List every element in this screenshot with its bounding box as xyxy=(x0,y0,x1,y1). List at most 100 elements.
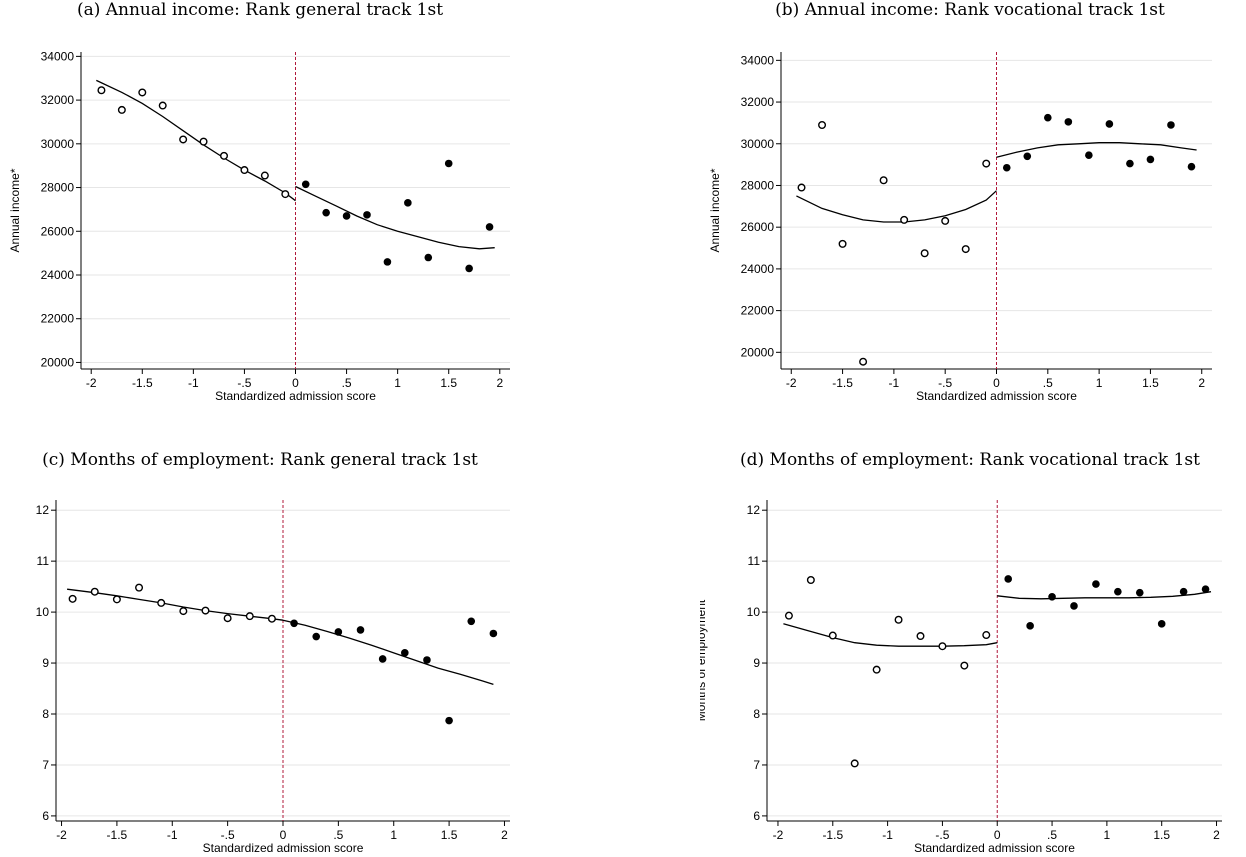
x-tick-label: .5 xyxy=(1043,376,1053,390)
y-tick-label: 24000 xyxy=(41,268,75,282)
y-tick-label: 22000 xyxy=(41,312,75,326)
scatter-plot-a: 20000 22000 24000 26000 28000 30000 32000 34000… xyxy=(8,49,510,403)
data-point-below-cutoff xyxy=(68,594,77,603)
y-tick-label: 24000 xyxy=(741,262,775,276)
x-tick-label: 1.5 xyxy=(441,828,458,842)
data-point-below-cutoff xyxy=(828,631,837,640)
x-axis-label: Standardized admission score xyxy=(914,841,1075,855)
x-tick-label: -1.5 xyxy=(132,376,153,390)
fit-line-above-cutoff xyxy=(295,185,495,250)
data-point-above-cutoff xyxy=(1004,575,1013,583)
y-axis-label: Annual income* xyxy=(8,168,22,252)
y-tick-label: 9 xyxy=(42,656,49,670)
y-tick-label: 30000 xyxy=(741,137,775,151)
y-tick-label: 8 xyxy=(753,707,760,721)
data-point-above-cutoff xyxy=(401,649,409,657)
data-point-above-cutoff xyxy=(334,628,343,636)
data-point-below-cutoff xyxy=(201,606,210,615)
chart-panel-a: (a) Annual income: Rank general track 1s… xyxy=(0,0,520,420)
data-point-below-cutoff xyxy=(920,249,929,258)
y-tick-label: 26000 xyxy=(41,224,75,238)
data-point-below-cutoff xyxy=(90,587,99,596)
data-point-above-cutoff xyxy=(1064,118,1073,126)
data-point-below-cutoff xyxy=(982,159,991,168)
y-tick-label: 6 xyxy=(753,809,760,823)
x-tick-label: 1.5 xyxy=(440,376,457,390)
x-tick-label: -.5 xyxy=(221,828,235,842)
data-point-below-cutoff xyxy=(784,611,793,620)
x-tick-label: 1 xyxy=(1096,376,1103,390)
data-point-below-cutoff xyxy=(157,598,166,607)
data-point-below-cutoff xyxy=(900,215,909,224)
x-tick-label: -2 xyxy=(86,376,97,390)
y-tick-label: 34000 xyxy=(41,49,75,63)
x-tick-label: 1 xyxy=(390,828,397,842)
data-point-above-cutoff xyxy=(342,212,351,220)
data-point-above-cutoff xyxy=(1179,587,1188,596)
data-point-below-cutoff xyxy=(961,245,970,254)
data-point-above-cutoff xyxy=(383,258,392,266)
y-axis-label: Months of employment xyxy=(700,599,708,721)
data-point-below-cutoff xyxy=(97,86,106,95)
data-point-below-cutoff xyxy=(850,759,859,768)
data-point-below-cutoff xyxy=(872,665,881,674)
data-point-below-cutoff xyxy=(117,105,126,114)
y-axis-label: Annual income* xyxy=(708,168,722,252)
x-tick-label: -.5 xyxy=(237,376,251,390)
x-tick-label: 2 xyxy=(1198,376,1205,390)
data-point-above-cutoff xyxy=(423,656,431,664)
y-tick-label: 10 xyxy=(747,605,761,619)
data-point-above-cutoff xyxy=(290,619,298,628)
data-point-above-cutoff xyxy=(301,180,310,189)
data-point-below-cutoff xyxy=(199,137,208,146)
chart-panel-c: (c) Months of employment: Rank general t… xyxy=(0,450,520,857)
fit-line-below-cutoff xyxy=(783,623,998,647)
y-tick-label: 32000 xyxy=(741,95,775,109)
data-point-below-cutoff xyxy=(158,101,167,110)
fit-line-above-cutoff xyxy=(997,591,1212,600)
x-tick-label: -2 xyxy=(773,828,784,842)
fit-line-below-cutoff xyxy=(796,190,997,223)
y-tick-label: 11 xyxy=(748,554,761,568)
chart-panel-d: (d) Months of employment: Rank vocationa… xyxy=(700,450,1240,857)
data-point-below-cutoff xyxy=(894,615,903,624)
x-tick-label: -1 xyxy=(188,376,199,390)
y-tick-label: 28000 xyxy=(741,178,775,192)
x-tick-label: -.5 xyxy=(938,376,952,390)
data-point-above-cutoff xyxy=(1114,587,1122,596)
data-point-above-cutoff xyxy=(322,208,330,217)
fit-line-above-cutoff xyxy=(282,619,494,686)
data-point-above-cutoff xyxy=(1002,163,1011,172)
chart-title: (c) Months of employment: Rank general t… xyxy=(42,450,478,470)
y-tick-label: 22000 xyxy=(741,304,775,318)
data-point-below-cutoff xyxy=(245,612,254,621)
data-point-above-cutoff xyxy=(363,211,371,219)
y-tick-label: 20000 xyxy=(741,345,775,359)
data-point-below-cutoff xyxy=(260,171,269,180)
x-tick-label: -2 xyxy=(56,828,67,842)
fit-line-below-cutoff xyxy=(67,588,284,621)
y-tick-label: 12 xyxy=(747,503,761,517)
data-point-below-cutoff xyxy=(135,583,144,592)
x-tick-label: 0 xyxy=(292,376,299,390)
data-point-above-cutoff xyxy=(1085,151,1093,160)
data-point-above-cutoff xyxy=(1048,593,1056,601)
scatter-plot-c: 6 7 8 9 10 11 12 -2 -1.5 -1 -.5 0 .5 1 1.5 2 Standardize… xyxy=(36,500,510,855)
chart-title: (d) Months of employment: Rank vocationa… xyxy=(739,450,1200,470)
x-tick-label: .5 xyxy=(1047,828,1057,842)
data-point-above-cutoff xyxy=(1023,152,1032,161)
data-point-below-cutoff xyxy=(859,357,868,366)
data-point-below-cutoff xyxy=(112,595,121,604)
data-point-above-cutoff xyxy=(489,629,498,638)
data-point-below-cutoff xyxy=(267,614,276,623)
data-point-below-cutoff xyxy=(240,166,249,175)
fit-line-above-cutoff xyxy=(996,142,1197,158)
data-point-above-cutoff xyxy=(1187,162,1196,171)
x-tick-label: 0 xyxy=(994,828,1001,842)
x-tick-label: 2 xyxy=(1213,828,1220,842)
x-tick-label: 2 xyxy=(501,828,508,842)
data-point-above-cutoff xyxy=(1146,155,1155,164)
y-tick-label: 9 xyxy=(753,656,760,670)
data-point-above-cutoff xyxy=(467,617,476,626)
y-tick-label: 26000 xyxy=(741,220,775,234)
